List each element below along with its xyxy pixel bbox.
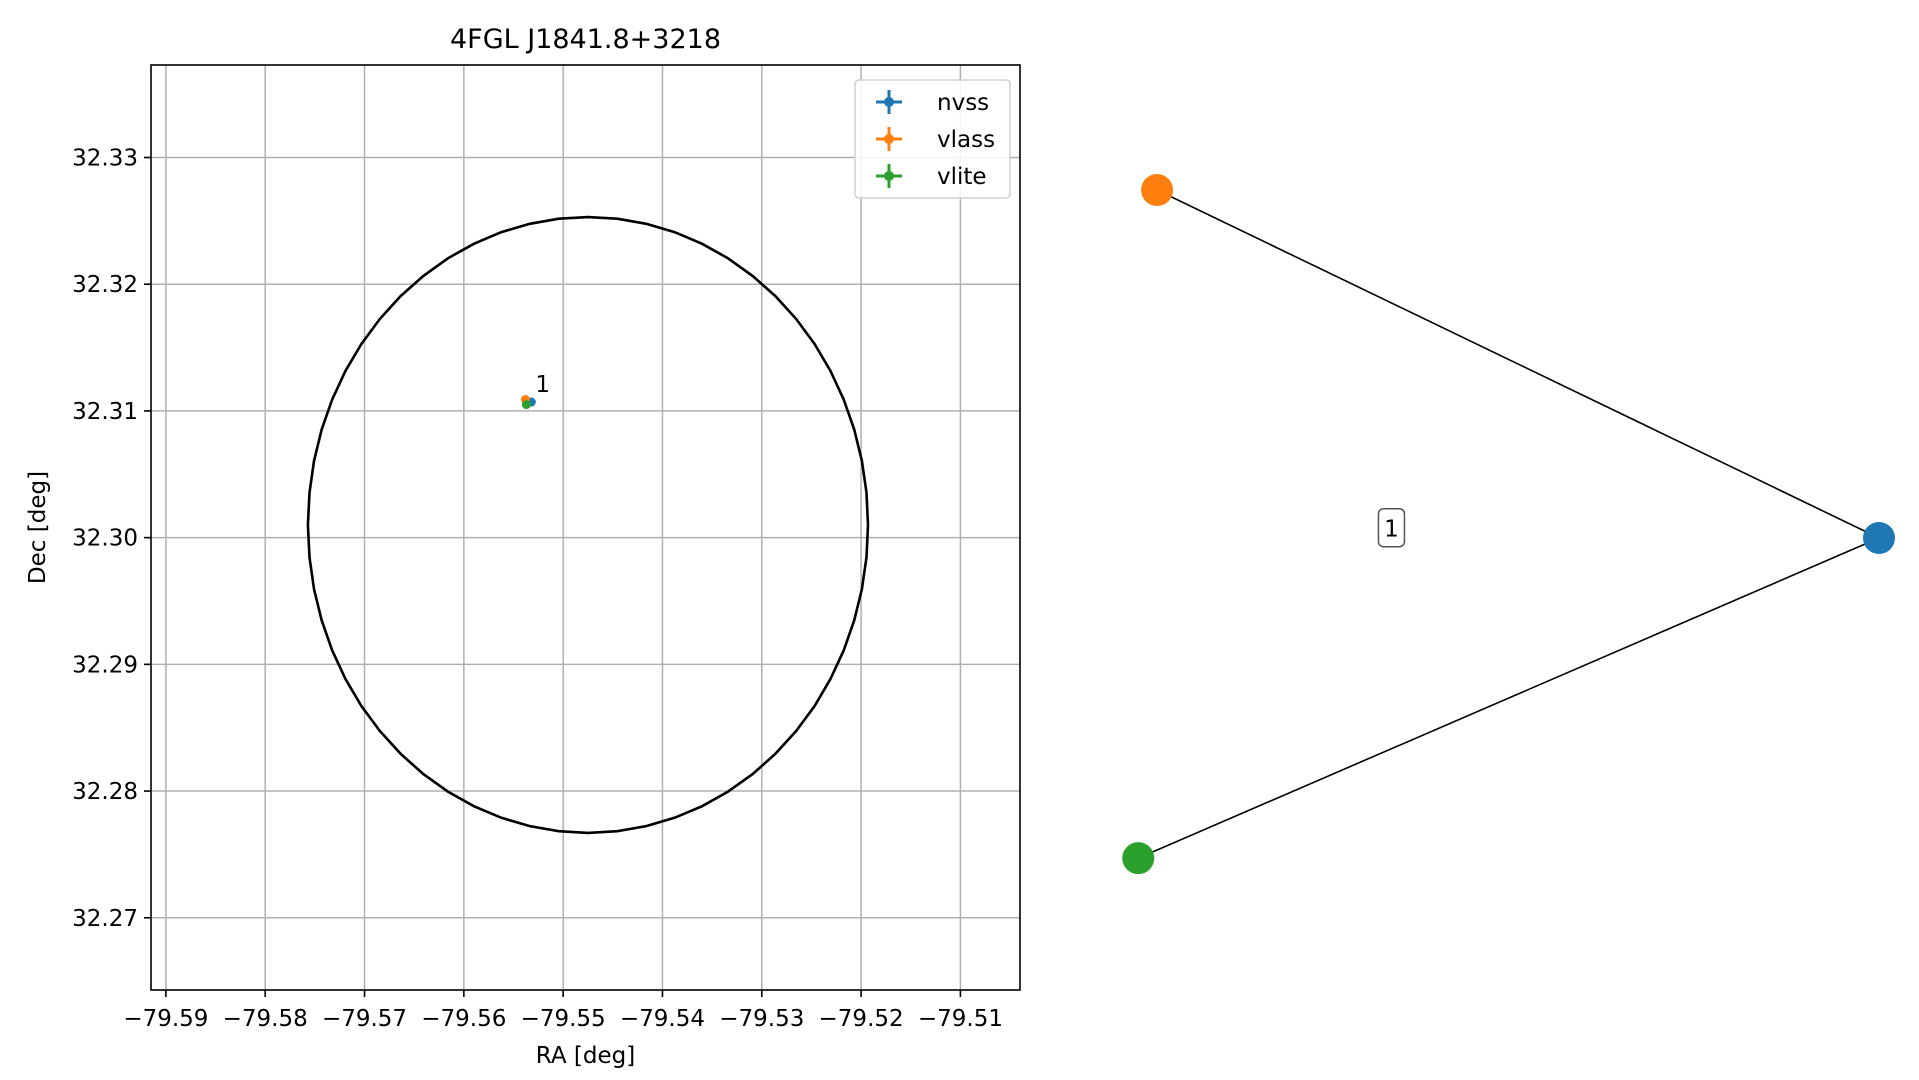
y-tick-label: 32.28 (72, 779, 138, 805)
legend-marker-dot (884, 134, 894, 144)
association-graph: 1 (1122, 174, 1895, 875)
y-tick-label: 32.33 (72, 146, 138, 172)
graph-edge (1156, 189, 1880, 539)
y-tick-label: 32.31 (72, 399, 138, 425)
x-axis-label: RA [deg] (536, 1043, 635, 1069)
legend-label-vlass: vlass (937, 127, 995, 153)
grid (151, 65, 1020, 990)
x-tick-label: −79.56 (421, 1006, 506, 1032)
x-tick-label: −79.51 (918, 1006, 1003, 1032)
x-tick-label: −79.54 (620, 1006, 705, 1032)
legend-label-nvss: nvss (937, 90, 989, 116)
legend-marker-dot (884, 97, 894, 107)
graph-node-vlass (1141, 174, 1174, 206)
x-tick-label: −79.58 (223, 1006, 308, 1032)
legend-label-vlite: vlite (937, 164, 987, 190)
localization-ellipse (306, 215, 870, 835)
x-tick-label: −79.53 (719, 1006, 804, 1032)
y-tick-label: 32.32 (72, 272, 138, 298)
y-tick-label: 32.29 (72, 652, 138, 678)
graph-label-box (1377, 507, 1406, 548)
graph-edges (1137, 189, 1880, 859)
graph-node-vlite (1122, 842, 1155, 875)
association-label: 1 (535, 372, 550, 398)
x-tick-label: −79.55 (521, 1006, 606, 1032)
graph-nodes (1122, 174, 1895, 875)
x-tick-label: −79.59 (123, 1006, 208, 1032)
y-ticks: 32.27 32.28 32.29 32.30 32.31 32.32 32.33 (72, 146, 151, 932)
sky-position-plot: 1 −79.59 −79.58 −79.57 −79.56 −79.55 −79.54 −7… (25, 24, 1021, 1069)
y-tick-label: 32.27 (72, 906, 138, 932)
x-tick-label: −79.52 (819, 1006, 904, 1032)
y-tick-label: 32.30 (72, 526, 138, 552)
legend: nvss vlass vlite (854, 79, 1011, 199)
x-tick-label: −79.57 (322, 1006, 407, 1032)
graph-label: 1 (1384, 517, 1399, 543)
graph-edge (1137, 537, 1880, 859)
y-axis-label: Dec [deg] (25, 471, 51, 584)
graph-node-nvss (1863, 522, 1895, 554)
legend-box (854, 79, 1011, 199)
legend-marker-dot (884, 171, 894, 181)
chart-title: 4FGL J1841.8+3218 (450, 24, 721, 55)
x-ticks: −79.59 −79.58 −79.57 −79.56 −79.55 −79.54 −79.… (123, 990, 1003, 1032)
vlite-point (521, 400, 531, 410)
axes-frame (150, 64, 1021, 991)
source-points (520, 395, 536, 410)
